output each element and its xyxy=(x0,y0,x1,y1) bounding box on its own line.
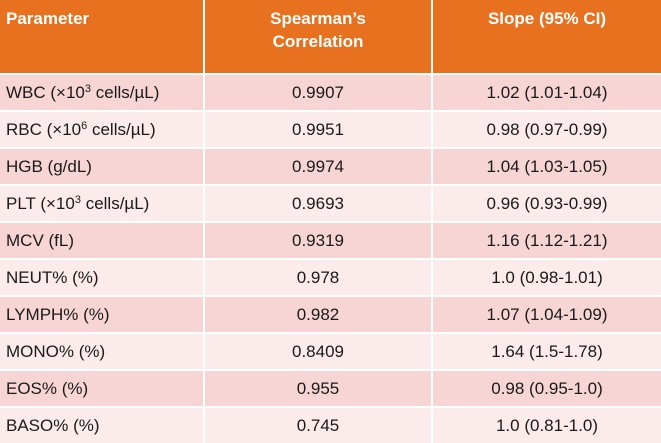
cell-slope: 1.02 (1.01-1.04) xyxy=(432,73,661,111)
parameter-name: BASO% (%) xyxy=(6,415,100,435)
parameter-name: PLT (×10 xyxy=(6,193,75,213)
cell-slope: 1.07 (1.04-1.09) xyxy=(432,295,661,333)
header-correlation-line2: Correlation xyxy=(272,32,364,51)
parameter-unit: cells/µL) xyxy=(87,119,156,139)
cell-parameter: LYMPH% (%) xyxy=(0,295,205,333)
header-row: Parameter Spearman’s Correlation Slope (9… xyxy=(0,0,661,74)
table-row: LYMPH% (%) 0.982 1.07 (1.04-1.09) xyxy=(0,295,661,333)
cell-correlation: 0.9907 xyxy=(204,73,433,111)
header-correlation-line1: Spearman’s xyxy=(270,9,366,28)
parameter-name: LYMPH% (%) xyxy=(6,304,110,324)
table-row: EOS% (%) 0.955 0.98 (0.95-1.0) xyxy=(0,369,661,407)
parameter-exponent: 3 xyxy=(84,82,92,95)
parameter-name: MONO% (%) xyxy=(6,341,106,361)
cell-parameter: MONO% (%) xyxy=(0,332,205,370)
cell-slope: 1.16 (1.12-1.21) xyxy=(432,221,661,259)
cell-correlation: 0.978 xyxy=(204,258,433,296)
parameter-unit: cells/µL) xyxy=(80,193,150,213)
parameter-name: WBC (×10 xyxy=(6,82,85,102)
cell-correlation: 0.9319 xyxy=(204,221,433,259)
table-row: PLT (×103 cells/µL) 0.9693 0.96 (0.93-0.99… xyxy=(0,184,661,222)
cell-correlation: 0.8409 xyxy=(204,332,433,370)
parameter-name: EOS% (%) xyxy=(6,378,89,398)
cell-slope: 1.0 (0.81-1.0) xyxy=(432,406,661,443)
cell-slope: 1.64 (1.5-1.78) xyxy=(432,332,661,370)
cell-slope: 1.0 (0.98-1.01) xyxy=(432,258,661,296)
cell-correlation: 0.982 xyxy=(204,295,433,333)
cell-parameter: NEUT% (%) xyxy=(0,258,205,296)
table-row: NEUT% (%) 0.978 1.0 (0.98-1.01) xyxy=(0,258,661,296)
cell-slope: 0.98 (0.95-1.0) xyxy=(432,369,661,407)
cell-slope: 0.98 (0.97-0.99) xyxy=(432,110,661,148)
cell-parameter: RBC (×106 cells/µL) xyxy=(0,110,205,148)
table-row: MONO% (%) 0.8409 1.64 (1.5-1.78) xyxy=(0,332,661,370)
parameter-name: NEUT% (%) xyxy=(6,267,99,287)
cell-correlation: 0.955 xyxy=(204,369,433,407)
cell-parameter: MCV (fL) xyxy=(0,221,205,259)
parameter-name: RBC (×10 xyxy=(6,119,82,139)
header-correlation: Spearman’s Correlation xyxy=(204,0,433,74)
header-parameter: Parameter xyxy=(0,0,205,74)
cell-slope: 0.96 (0.93-0.99) xyxy=(432,184,661,222)
cell-slope: 1.04 (1.03-1.05) xyxy=(432,147,661,185)
cell-correlation: 0.745 xyxy=(204,406,433,443)
parameter-exponent: 6 xyxy=(81,119,88,132)
parameter-name: MCV (fL) xyxy=(6,230,74,250)
cell-correlation: 0.9974 xyxy=(204,147,433,185)
cell-correlation: 0.9693 xyxy=(204,184,433,222)
parameter-unit: cells/µL) xyxy=(91,82,160,102)
table-row: WBC (×103 cells/µL) 0.9907 1.02 (1.01-1.04… xyxy=(0,73,661,111)
cell-correlation: 0.9951 xyxy=(204,110,433,148)
parameter-name: HGB (g/dL) xyxy=(6,156,92,176)
cell-parameter: HGB (g/dL) xyxy=(0,147,205,185)
table-row: RBC (×106 cells/µL) 0.9951 0.98 (0.97-0.99… xyxy=(0,110,661,148)
header-slope: Slope (95% CI) xyxy=(432,0,661,74)
cell-parameter: EOS% (%) xyxy=(0,369,205,407)
cell-parameter: WBC (×103 cells/µL) xyxy=(0,73,205,111)
table-row: BASO% (%) 0.745 1.0 (0.81-1.0) xyxy=(0,406,661,443)
table-row: HGB (g/dL) 0.9974 1.04 (1.03-1.05) xyxy=(0,147,661,185)
parameter-exponent: 3 xyxy=(74,193,81,206)
cell-parameter: BASO% (%) xyxy=(0,406,205,443)
cell-parameter: PLT (×103 cells/µL) xyxy=(0,184,205,222)
table-row: MCV (fL) 0.9319 1.16 (1.12-1.21) xyxy=(0,221,661,259)
